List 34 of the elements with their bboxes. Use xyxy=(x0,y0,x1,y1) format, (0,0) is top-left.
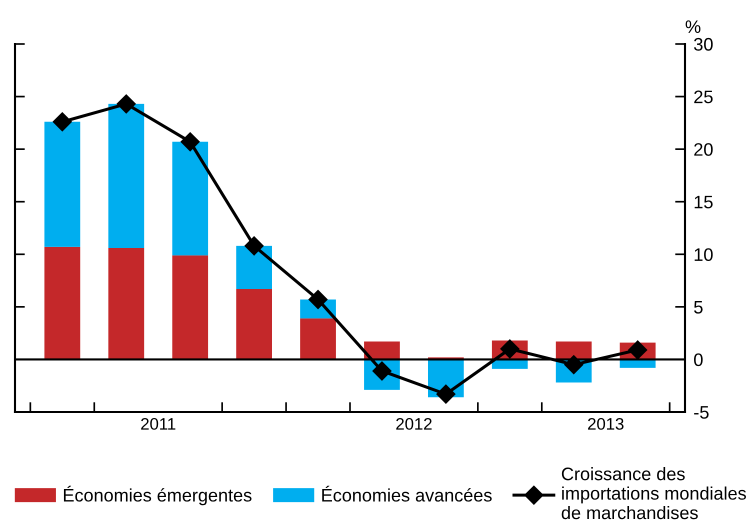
point xyxy=(52,112,72,132)
bar xyxy=(172,142,208,256)
bar xyxy=(108,104,144,248)
y-tick-label: 5 xyxy=(694,300,703,314)
x-tick-label: 2012 xyxy=(396,418,432,430)
legend-label: Croissance des importations mondiales de marchandises xyxy=(562,467,746,520)
point xyxy=(116,94,136,114)
y-axis-title: % xyxy=(686,20,700,33)
y-tick-label: 0 xyxy=(694,353,703,366)
bar xyxy=(364,342,400,360)
bar xyxy=(108,248,144,360)
y-tick-label: 30 xyxy=(694,38,713,51)
legend-label: Économies avancées xyxy=(322,486,492,502)
y-tick-label: 10 xyxy=(694,248,713,262)
y-tick-label: -5 xyxy=(694,406,709,419)
bar xyxy=(44,246,80,360)
y-tick-label: 15 xyxy=(694,196,713,208)
y-tick-label: 25 xyxy=(694,90,713,104)
point xyxy=(500,339,520,358)
point xyxy=(308,290,328,310)
point xyxy=(244,236,264,256)
y-tick-label: 20 xyxy=(694,143,713,156)
bar xyxy=(236,246,272,289)
point xyxy=(180,132,200,152)
bar xyxy=(236,288,272,360)
x-tick-label: 2011 xyxy=(141,418,176,430)
bar xyxy=(300,318,336,360)
point xyxy=(628,340,648,360)
point xyxy=(436,384,456,404)
legend-label: Économies émergentes xyxy=(64,486,252,506)
bar xyxy=(172,255,208,360)
bar xyxy=(44,122,80,247)
x-tick-label: 2013 xyxy=(588,418,624,430)
bar xyxy=(556,342,592,360)
